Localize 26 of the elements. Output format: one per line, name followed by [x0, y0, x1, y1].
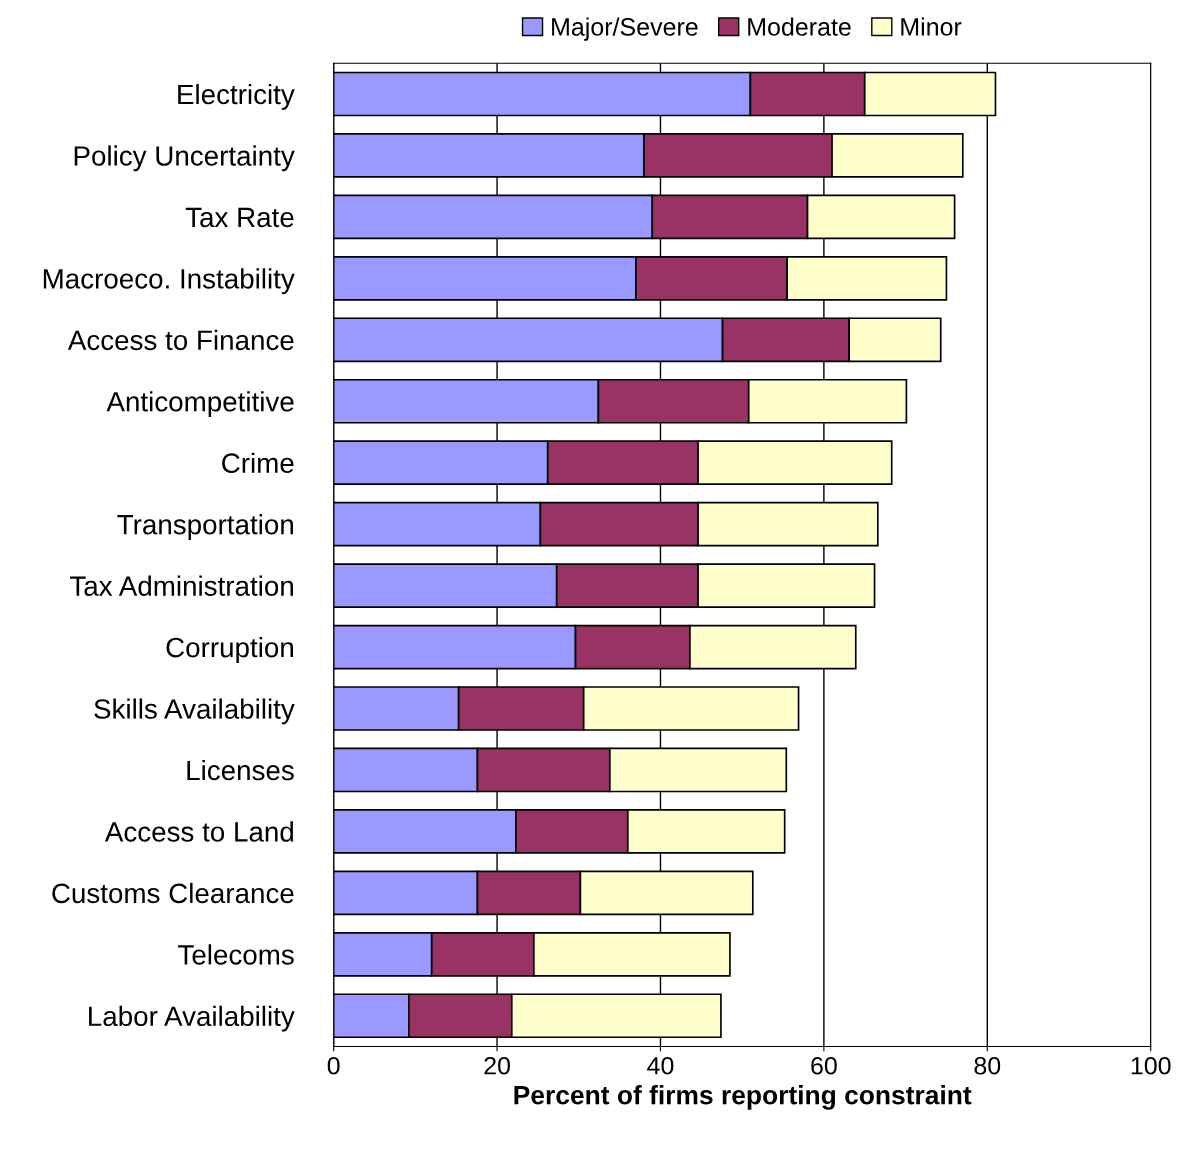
y-tick-label: Access to Land	[104, 821, 293, 842]
y-tick-label: Skills Availability	[94, 698, 295, 725]
y-tick-label: Tax Rate	[185, 207, 294, 228]
legend-label: Major/Severe	[552, 17, 698, 41]
y-tick-label: Telecoms	[178, 944, 294, 965]
y-tick-label: Electricity	[178, 83, 295, 110]
x-tick-label: 100	[1131, 1056, 1171, 1075]
legend-label: Minor	[901, 17, 962, 36]
x-tick-label: 40	[647, 1056, 674, 1075]
x-tick-label: 60	[811, 1056, 837, 1075]
legend-label: Moderate	[748, 17, 851, 36]
y-tick-label: Anticompetitive	[106, 391, 294, 418]
y-tick-label: Customs Clearance	[52, 882, 294, 904]
x-tick-label: 0	[327, 1056, 340, 1075]
y-tick-label: Tax Administration	[70, 575, 293, 596]
y-tick-label: Policy Uncertainty	[74, 145, 295, 172]
x-tick-label: 20	[484, 1056, 510, 1075]
y-tick-label: Macroeco. Instability	[43, 268, 295, 295]
y-tick-label: Corruption	[166, 636, 293, 663]
y-tick-label: Licenses	[187, 759, 294, 781]
x-tick-label: 80	[974, 1056, 1001, 1075]
y-tick-label: Access to Finance	[67, 329, 294, 351]
y-tick-label: Transportation	[117, 514, 293, 540]
y-tick-label: Labor Availability	[89, 1005, 295, 1032]
y-tick-label: Crime	[222, 452, 294, 474]
x-axis-title: Percent of firms reporting constraint	[514, 1085, 972, 1110]
